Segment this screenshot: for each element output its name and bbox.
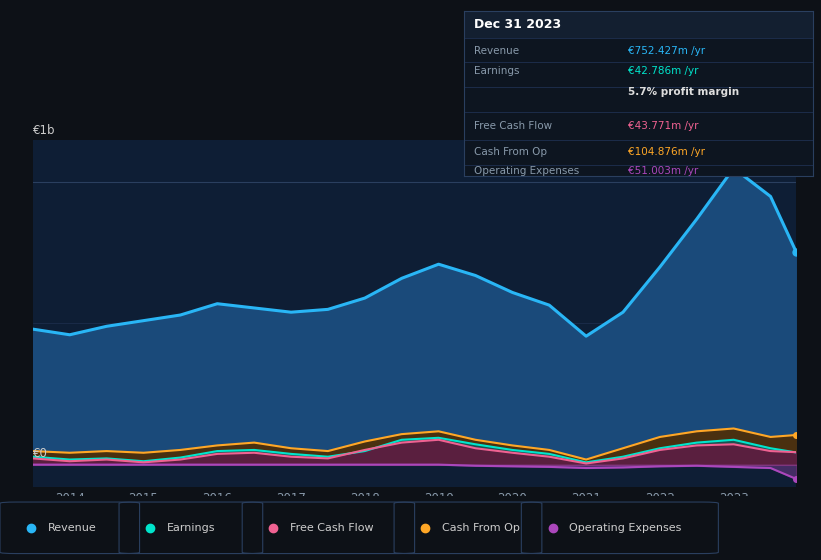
- Text: Earnings: Earnings: [475, 67, 520, 77]
- Text: €752.427m /yr: €752.427m /yr: [628, 46, 705, 56]
- Text: €42.786m /yr: €42.786m /yr: [628, 67, 699, 77]
- Text: €43.771m /yr: €43.771m /yr: [628, 121, 699, 131]
- Text: Operating Expenses: Operating Expenses: [475, 166, 580, 176]
- Text: Free Cash Flow: Free Cash Flow: [290, 523, 374, 533]
- Text: Cash From Op: Cash From Op: [475, 147, 548, 157]
- Text: Dec 31 2023: Dec 31 2023: [475, 18, 562, 31]
- Text: €51.003m /yr: €51.003m /yr: [628, 166, 698, 176]
- Text: 5.7% profit margin: 5.7% profit margin: [628, 87, 739, 97]
- Text: €104.876m /yr: €104.876m /yr: [628, 147, 705, 157]
- Text: Cash From Op: Cash From Op: [442, 523, 520, 533]
- Text: Earnings: Earnings: [167, 523, 215, 533]
- Text: Revenue: Revenue: [48, 523, 96, 533]
- Text: €0: €0: [33, 447, 48, 460]
- Text: Free Cash Flow: Free Cash Flow: [475, 121, 553, 131]
- Text: Operating Expenses: Operating Expenses: [569, 523, 681, 533]
- FancyBboxPatch shape: [464, 11, 813, 38]
- Text: €1b: €1b: [33, 124, 55, 137]
- Text: Revenue: Revenue: [475, 46, 520, 56]
